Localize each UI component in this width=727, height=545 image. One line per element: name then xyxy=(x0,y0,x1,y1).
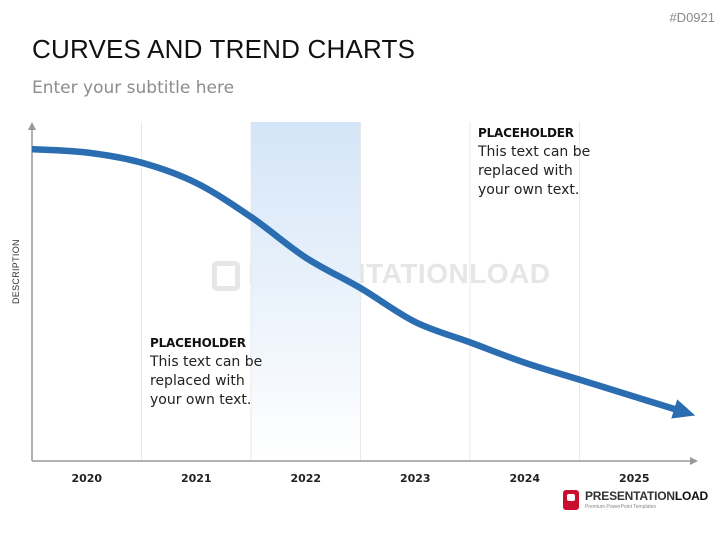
x-tick-label: 2023 xyxy=(400,472,431,485)
y-axis-arrow-icon xyxy=(28,122,36,130)
brand-logo-icon xyxy=(563,490,579,510)
brand-tagline: Premium PowerPoint Templates xyxy=(585,504,657,510)
placeholder-text: This text can be replaced with your own … xyxy=(150,354,263,408)
slide-id: #D0921 xyxy=(669,10,715,25)
brand-name-bold: LOAD xyxy=(674,489,709,503)
x-tick-label: 2024 xyxy=(509,472,540,485)
page-title: CURVES AND TREND CHARTS xyxy=(32,34,416,64)
placeholder-text: This text can be replaced with your own … xyxy=(478,144,591,198)
x-tick-label: 2025 xyxy=(619,472,650,485)
placeholder-title: PLACEHOLDER xyxy=(150,336,246,350)
brand-logo: PRESENTATIONLOAD Premium PowerPoint Temp… xyxy=(563,490,708,510)
x-tick-label: 2020 xyxy=(71,472,102,485)
x-tick-label: 2022 xyxy=(290,472,321,485)
y-axis-label: DESCRIPTION xyxy=(11,239,21,304)
trend-arrow-icon xyxy=(671,399,696,419)
page-subtitle: Enter your subtitle here xyxy=(32,78,235,98)
trend-line xyxy=(31,145,680,414)
highlight-band xyxy=(251,122,361,461)
x-axis-arrow-icon xyxy=(690,457,698,465)
x-tick-label: 2021 xyxy=(181,472,212,485)
brand-name-light: PRESENTATION xyxy=(585,489,675,503)
brand-name: PRESENTATIONLOAD xyxy=(585,490,708,502)
placeholder-2021: PLACEHOLDER This text can be replaced wi… xyxy=(150,336,270,410)
placeholder-title: PLACEHOLDER xyxy=(478,126,574,140)
placeholder-2024: PLACEHOLDER This text can be replaced wi… xyxy=(478,126,598,200)
watermark-logo-icon xyxy=(212,260,240,291)
